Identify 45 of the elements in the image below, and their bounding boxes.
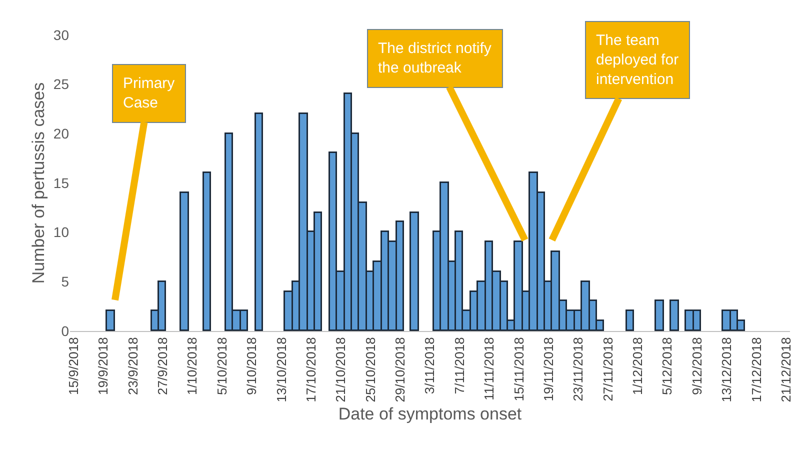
x-tick-label: 11/11/2018	[482, 337, 497, 400]
x-tick-label: 15/11/2018	[511, 337, 526, 402]
x-tick-label: 21/10/2018	[333, 337, 348, 402]
x-tick-label: 17/12/2018	[748, 337, 764, 402]
x-tick-label: 19/9/2018	[96, 337, 111, 396]
x-tick-label: 13/10/2018	[274, 337, 289, 402]
bar	[106, 310, 115, 331]
x-tick-label: 27/11/2018	[600, 337, 616, 402]
x-axis-title: Date of symptoms onset	[338, 404, 522, 424]
bar	[202, 172, 211, 331]
y-tick-label: 10	[53, 224, 70, 240]
x-tick-label: 27/9/2018	[155, 337, 170, 396]
x-tick-label: 9/10/2018	[244, 337, 260, 396]
x-tick-label: 1/10/2018	[184, 337, 200, 396]
x-tick-label: 23/9/2018	[125, 337, 140, 396]
x-tick-label: 5/12/2018	[660, 337, 675, 396]
annotation: The team deployed for intervention	[596, 32, 679, 88]
x-tick-label: 23/11/2018	[570, 337, 586, 402]
x-tick-label: 15/9/2018	[66, 337, 81, 396]
x-tick-label: 25/10/2018	[362, 337, 378, 402]
y-tick-label: 15	[53, 174, 70, 191]
bar	[626, 310, 634, 331]
y-tick-label: 20	[53, 126, 70, 142]
x-tick-label: 1/12/2018	[630, 337, 646, 396]
x-tick-label: 17/10/2018	[303, 337, 318, 402]
y-tick-label: 25	[53, 76, 70, 92]
annotation: Primary Case	[123, 75, 176, 112]
x-tick-label: 13/12/2018	[719, 337, 734, 402]
x-tick-label: 19/11/2018	[540, 337, 556, 402]
annotation: The district notify the outbreak	[378, 40, 492, 76]
y-axis-title: Number of pertussis cases	[28, 82, 48, 284]
bar	[654, 300, 664, 331]
y-tick-label: 5	[61, 274, 70, 290]
x-tick-label: 5/10/2018	[214, 337, 230, 396]
x-tick-label: 9/12/2018	[689, 337, 704, 396]
x-tick-label: 3/11/2018	[422, 337, 438, 394]
x-tick-label: 21/12/2018	[778, 337, 794, 402]
bar	[254, 112, 263, 331]
y-tick-label: 30	[53, 26, 70, 43]
y-tick-label: 0	[61, 322, 70, 339]
x-tick-label: 29/10/2018	[392, 337, 408, 402]
bar	[180, 192, 189, 331]
bar	[410, 212, 419, 331]
x-tick-label: 7/11/2018	[452, 337, 467, 394]
bar	[670, 300, 679, 331]
